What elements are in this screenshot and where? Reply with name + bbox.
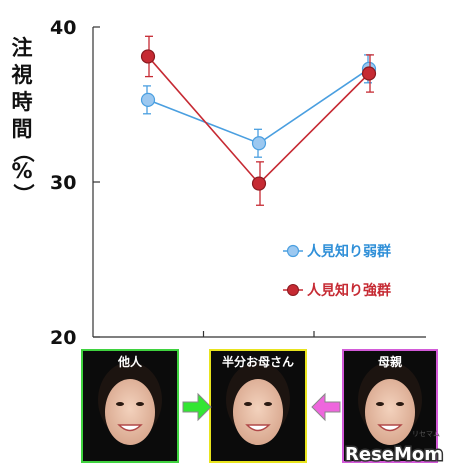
y-label-char: ）	[11, 184, 35, 205]
face-panel-1: 他人	[81, 349, 179, 463]
face-eye	[136, 402, 144, 406]
y-label-char: （	[11, 142, 35, 163]
legend-marker-strong	[287, 284, 299, 296]
legend-label-weak: 人見知り弱群	[307, 243, 391, 260]
face-label: 母親	[378, 354, 402, 369]
y-axis-label: 注 視 時 間 （ % ）	[11, 36, 36, 205]
data-point	[251, 176, 267, 191]
legend: 人見知り弱群 人見知り強群	[283, 243, 391, 299]
y-label-char: %	[11, 159, 32, 183]
face-skin	[105, 379, 155, 445]
y-tick-label: 40	[50, 17, 76, 39]
data-point	[140, 49, 156, 64]
face-eye	[116, 402, 124, 406]
face-mouth	[377, 424, 403, 432]
y-tick-label: 20	[50, 327, 76, 349]
face-eye	[376, 402, 384, 406]
legend-item-strong: 人見知り強群	[283, 282, 391, 299]
legend-item-weak: 人見知り弱群	[283, 243, 391, 260]
data-point	[361, 66, 377, 81]
arrow-shape	[311, 392, 341, 422]
watermark-logo-text: ReseMom	[345, 444, 443, 465]
series-line	[147, 55, 370, 185]
series-weak	[140, 54, 377, 158]
face-panel-2: 半分お母さん	[209, 349, 307, 463]
face-label: 半分お母さん	[222, 354, 294, 369]
face-eye	[264, 402, 272, 406]
face-label: 他人	[117, 354, 143, 369]
data-point	[251, 136, 267, 151]
y-label-char: 視	[11, 63, 33, 87]
y-label-char: 時	[12, 90, 33, 114]
watermark: ReseMom リセマム	[344, 430, 445, 467]
y-tick-label: 30	[50, 172, 76, 194]
arrow-right-green	[182, 392, 212, 422]
arrow-shape	[182, 392, 212, 422]
y-label-char: 間	[12, 117, 33, 141]
face-skin	[365, 379, 415, 445]
legend-marker-weak	[286, 244, 300, 258]
face-skin	[233, 379, 283, 445]
face-eye	[396, 402, 404, 406]
face-panel-3: 母親	[342, 349, 438, 463]
arrow-left-pink	[311, 392, 341, 422]
data-point	[140, 92, 156, 107]
series-strong	[140, 35, 377, 206]
legend-label-strong: 人見知り強群	[307, 282, 391, 299]
face-mouth	[245, 424, 271, 432]
watermark-sub-text: リセマム	[412, 430, 440, 438]
face-eye	[244, 402, 252, 406]
face-mouth	[117, 424, 143, 432]
y-label-char: 注	[12, 36, 33, 60]
